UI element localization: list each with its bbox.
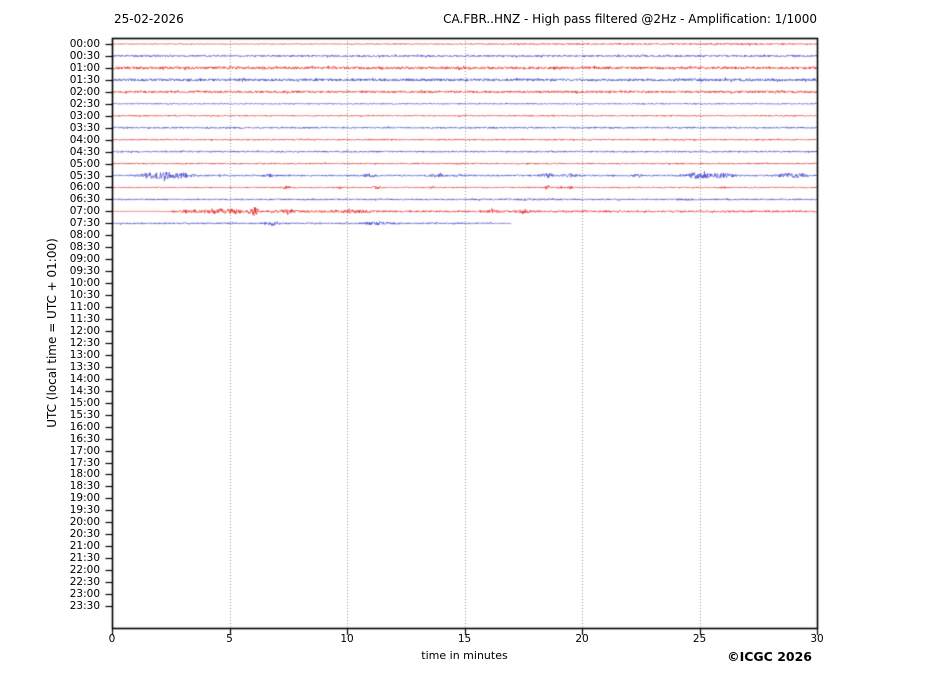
y-tick-06:30: 06:30 xyxy=(69,193,100,206)
y-tick-07:00: 07:00 xyxy=(69,205,100,218)
y-tick-22:30: 22:30 xyxy=(69,576,100,589)
y-tick-17:00: 17:00 xyxy=(69,444,100,457)
y-tick-14:00: 14:00 xyxy=(69,372,100,385)
y-tick-18:00: 18:00 xyxy=(69,468,100,481)
y-tick-14:30: 14:30 xyxy=(69,384,100,397)
y-tick-10:30: 10:30 xyxy=(69,289,100,302)
y-tick-18:30: 18:30 xyxy=(69,480,100,493)
y-tick-22:00: 22:00 xyxy=(69,564,100,577)
y-tick-07:30: 07:30 xyxy=(69,217,100,230)
y-tick-17:30: 17:30 xyxy=(69,456,100,469)
y-tick-19:00: 19:00 xyxy=(69,492,100,505)
y-tick-08:00: 08:00 xyxy=(69,229,100,242)
y-tick-21:30: 21:30 xyxy=(69,552,100,565)
x-tick-15: 15 xyxy=(457,633,472,645)
y-tick-16:00: 16:00 xyxy=(69,420,100,433)
y-tick-11:00: 11:00 xyxy=(69,301,100,314)
y-tick-16:30: 16:30 xyxy=(69,432,100,445)
y-tick-20:30: 20:30 xyxy=(69,528,100,541)
y-tick-04:00: 04:00 xyxy=(69,133,100,146)
y-axis-label: UTC (local time = UTC + 01:00) xyxy=(45,238,59,428)
x-tick-30: 30 xyxy=(810,633,824,645)
y-tick-15:00: 15:00 xyxy=(69,396,100,409)
y-tick-11:30: 11:30 xyxy=(69,313,100,326)
y-tick-13:30: 13:30 xyxy=(69,360,100,373)
y-tick-10:00: 10:00 xyxy=(69,277,100,290)
x-tick-0: 0 xyxy=(108,633,116,645)
x-tick-25: 25 xyxy=(692,633,707,645)
y-tick-00:00: 00:00 xyxy=(69,38,100,50)
y-tick-06:00: 06:00 xyxy=(69,181,100,194)
y-tick-05:00: 05:00 xyxy=(69,157,100,170)
y-tick-08:30: 08:30 xyxy=(69,241,100,254)
x-tick-5: 5 xyxy=(226,633,233,645)
y-tick-13:00: 13:00 xyxy=(69,348,100,361)
y-tick-00:30: 00:30 xyxy=(69,49,100,62)
y-tick-23:00: 23:00 xyxy=(69,588,100,601)
y-tick-09:30: 09:30 xyxy=(69,265,100,278)
y-tick-05:30: 05:30 xyxy=(69,169,100,182)
y-tick-12:00: 12:00 xyxy=(69,324,100,337)
y-tick-02:30: 02:30 xyxy=(69,97,100,110)
y-tick-15:30: 15:30 xyxy=(69,408,100,421)
y-tick-03:00: 03:00 xyxy=(69,109,100,122)
y-tick-04:30: 04:30 xyxy=(69,145,100,158)
x-tick-10: 10 xyxy=(340,633,354,645)
y-tick-19:30: 19:30 xyxy=(69,504,100,517)
y-tick-20:00: 20:00 xyxy=(69,516,100,529)
y-tick-02:00: 02:00 xyxy=(69,85,100,98)
y-tick-23:30: 23:30 xyxy=(69,600,100,612)
y-tick-03:30: 03:30 xyxy=(69,121,100,134)
y-tick-01:00: 01:00 xyxy=(69,61,100,74)
y-tick-01:30: 01:30 xyxy=(69,73,100,86)
y-tick-21:00: 21:00 xyxy=(69,540,100,553)
copyright-label: ©ICGC 2026 xyxy=(727,649,812,664)
y-tick-09:00: 09:00 xyxy=(69,253,100,266)
x-axis-label: time in minutes xyxy=(421,649,508,662)
x-tick-20: 20 xyxy=(575,633,589,645)
y-tick-12:30: 12:30 xyxy=(69,336,100,349)
